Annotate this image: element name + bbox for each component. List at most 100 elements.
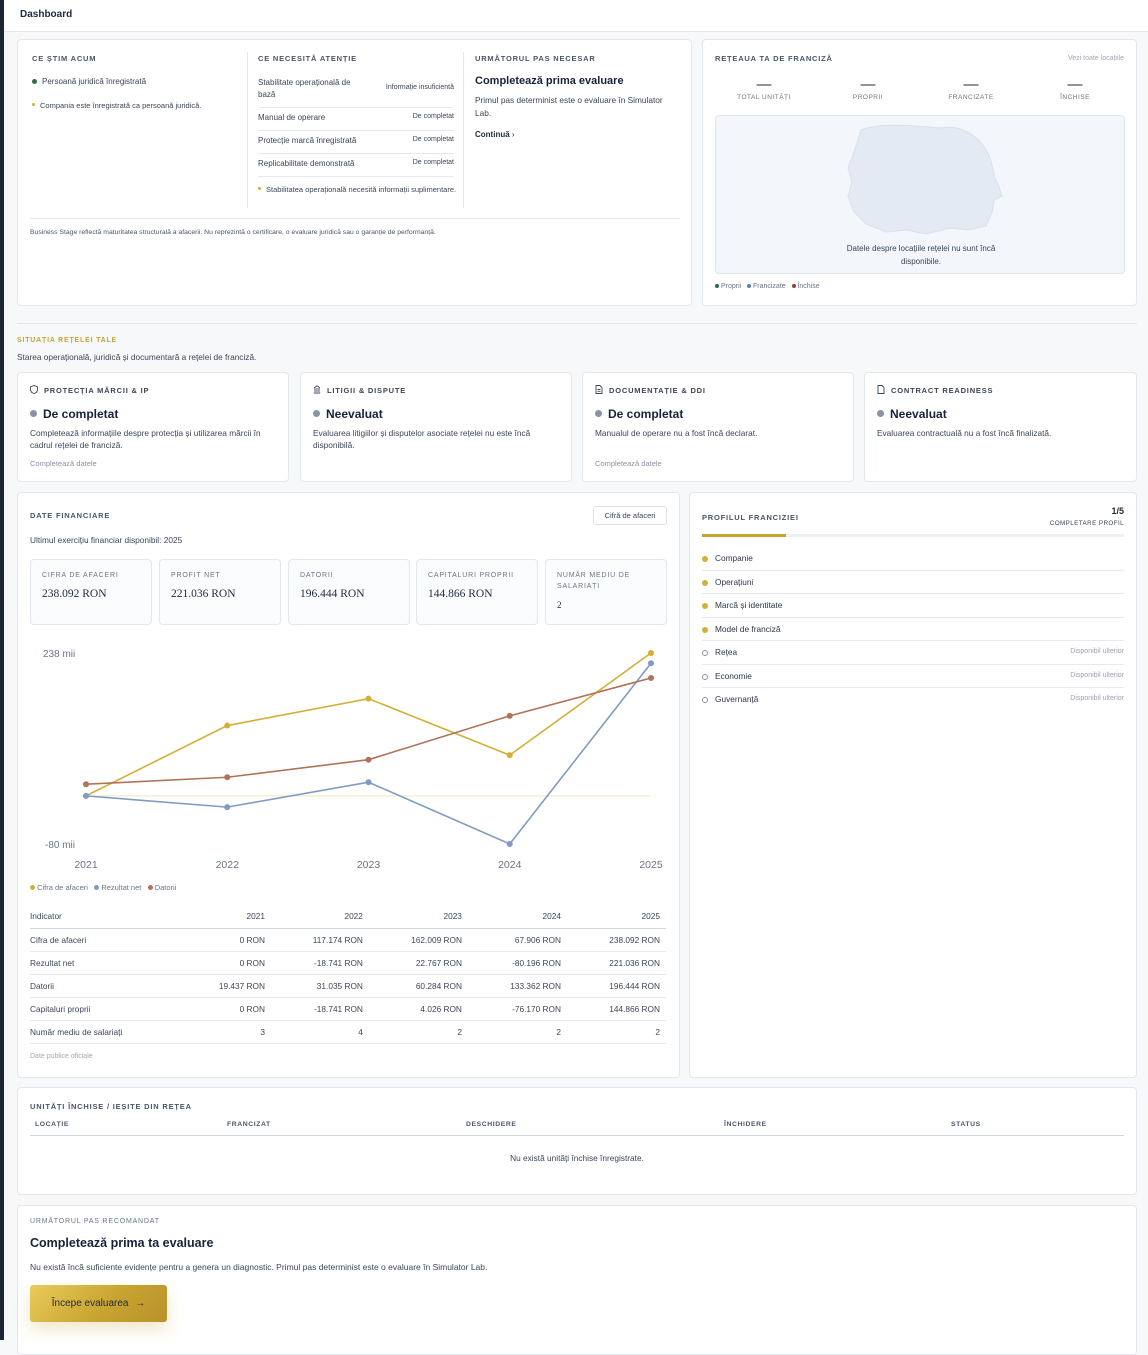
data-point [83, 781, 89, 788]
data-point [648, 674, 654, 681]
data-point [365, 779, 372, 786]
documentation-card[interactable]: DOCUMENTAȚIE & DDI De completat Manualul… [582, 372, 854, 482]
stat-franchised: — FRANCIZATE [948, 76, 994, 101]
attention-heading: CE NECESITĂ ATENȚIE [258, 54, 357, 63]
network-map[interactable]: Datele despre locațiile rețelei nu sunt … [715, 115, 1125, 274]
page-title: Dashboard [20, 9, 73, 20]
continue-link[interactable]: Continuă › [475, 130, 515, 139]
data-point [83, 792, 89, 799]
profile-heading: PROFILUL FRANCIZIEI [702, 513, 799, 522]
next-desc: Primul pas determinist este o evaluare î… [475, 95, 663, 118]
debts-box: DATORII 196.444 RON [288, 559, 410, 625]
complete-data-link[interactable]: Completează datele [30, 459, 97, 468]
table-row: Rezultat net 0 RON -18.741 RON 22.767 RON -8… [30, 951, 666, 975]
attention-note: Stabilitatea operațională necesită infor… [258, 184, 458, 196]
column-franchisee: FRANCIZAT [227, 1121, 271, 1128]
gavel-icon [313, 385, 321, 394]
x-tick-label: 2025 [639, 859, 663, 871]
series-line [85, 652, 652, 797]
y-tick-label: -80 mii [45, 840, 75, 851]
revenue-box: CIFRA DE AFACERI 238.092 RON [30, 559, 152, 625]
recommend-title: Completează prima ta evaluare [30, 1236, 214, 1250]
column-closing: ÎNCHIDERE [724, 1121, 767, 1128]
data-point [365, 695, 372, 702]
table-row: Datorii 19.437 RON 31.035 RON 60.284 RON 133… [30, 974, 666, 998]
stage-footnote: Business Stage reflectă maturitatea stru… [30, 229, 436, 236]
network-card: REȚEAUA TA DE FRANCIZĂ Vezi toate locați… [702, 39, 1137, 306]
known-heading: CE ȘTIM ACUM [32, 54, 97, 63]
profile-progress-track [702, 534, 1124, 537]
metric-filter-button[interactable]: Cifră de afaceri [593, 506, 667, 525]
business-stage-card: CE ȘTIM ACUM Persoană juridică înregistr… [17, 39, 692, 306]
profile-progress-count: 1/5 [1111, 506, 1124, 516]
data-point [224, 774, 231, 781]
contract-readiness-card[interactable]: CONTRACT READINESS Neevaluat Evaluarea c… [864, 372, 1137, 482]
column-status: STATUS [951, 1121, 981, 1128]
complete-data-link[interactable]: Completează datele [595, 459, 662, 468]
data-point [506, 752, 513, 759]
data-point [365, 756, 372, 763]
map-empty-message: Datele despre locațiile rețelei nu sunt … [846, 244, 996, 266]
x-tick-label: 2021 [74, 859, 98, 871]
chevron-right-icon: › [511, 130, 515, 139]
document-icon [595, 385, 603, 394]
arrow-right-icon: → [135, 1298, 146, 1309]
profile-item-brand[interactable]: Marcă și identitate [702, 594, 1124, 618]
employees-box: NUMĂR MEDIU DE SALARIAȚI 2 [545, 559, 667, 625]
shield-icon [30, 385, 38, 394]
x-tick-label: 2022 [216, 859, 240, 871]
status-dot [32, 79, 37, 84]
table-row: Număr mediu de salariați 3 4 2 2 2 [30, 1020, 666, 1044]
situation-kicker: SITUAȚIA REȚELEI TALE [17, 337, 118, 344]
map-legend: Proprii Francizate Închise [715, 283, 820, 290]
legend-label: Cifra de afaceri [37, 883, 88, 892]
attention-row: Stabilitate operațională de bază Informaț… [258, 78, 454, 99]
recommendation-card [17, 1205, 1137, 1355]
litigation-card[interactable]: LITIGII & DISPUTE Neevaluat Evaluarea li… [300, 372, 572, 482]
network-heading: REȚEAUA TA DE FRANCIZĂ [715, 54, 833, 63]
attention-row: Manual de operare De completat [258, 113, 454, 122]
equity-box: CAPITALURI PROPRII 144.866 RON [416, 559, 538, 625]
series-line [85, 677, 652, 786]
chart-legend: Cifra de afaceri Rezultat net Datorii [30, 883, 176, 892]
profile-progress-label: COMPLETARE PROFIL [1049, 520, 1124, 527]
column-opening: DESCHIDERE [466, 1121, 517, 1128]
column-location: LOCAȚIE [35, 1121, 70, 1128]
table-header: Indicator 2021 2022 2023 2024 2025 [30, 905, 666, 929]
financial-line-chart: 238 mii -80 mii 2021 2022 2023 2024 2025 [43, 649, 663, 871]
financial-table: Indicator 2021 2022 2023 2024 2025 Cifra de a… [30, 905, 666, 1044]
known-item: Persoană juridică înregistrată [32, 77, 146, 86]
view-all-link[interactable]: Vezi toate locațiile [1067, 55, 1124, 62]
profile-progress-fill [702, 534, 787, 537]
x-tick-label: 2024 [498, 859, 522, 871]
table-row: Capitaluri proprii 0 RON -18.741 RON 4.026 … [30, 997, 666, 1021]
profile-item-company[interactable]: Companie [702, 547, 1124, 571]
next-heading: URMĂTORUL PAS NECESAR [475, 54, 596, 63]
attention-row: Protecție marcă înregistrată De completat [258, 136, 454, 145]
data-source: Date publice oficiale [30, 1053, 93, 1060]
start-evaluation-button[interactable]: Începe evaluarea → [30, 1285, 167, 1322]
situation-subtitle: Starea operațională, juridică și documen… [17, 352, 257, 362]
profile-card [689, 492, 1137, 1078]
y-tick-label: 238 mii [43, 649, 75, 660]
recommend-kicker: URMĂTORUL PAS RECOMANDAT [30, 1218, 160, 1225]
data-point [506, 712, 513, 719]
profile-item-franchise-model[interactable]: Model de franciză [702, 618, 1124, 641]
next-title: Completează prima evaluare [475, 75, 624, 87]
data-point [648, 660, 654, 667]
sidebar-edge [0, 0, 4, 1340]
known-note: Compania este înregistrată ca persoană j… [32, 101, 201, 110]
romania-map-icon [847, 124, 1003, 235]
legend-label: Rezultat net [101, 883, 142, 892]
attention-row: Replicabilitate demonstrată De completat [258, 159, 454, 168]
table-row: Cifra de afaceri 0 RON 117.174 RON 162.009 … [30, 928, 666, 952]
brand-protection-card[interactable]: PROTECȚIA MĂRCII & IP De completat Compl… [17, 372, 289, 482]
contract-icon [877, 385, 885, 394]
profile-item-operations[interactable]: Operațiuni [702, 571, 1124, 594]
data-point [506, 841, 513, 847]
x-tick-label: 2023 [357, 859, 381, 871]
recommend-desc: Nu există încă suficiente evidențe pentr… [30, 1262, 488, 1272]
profile-item-network: Rețea Disponibil ulterior [702, 641, 1124, 665]
financial-subtitle: Ultimul exercițiu financiar disponibil: … [30, 535, 183, 545]
legend-label: Datorii [154, 883, 177, 892]
